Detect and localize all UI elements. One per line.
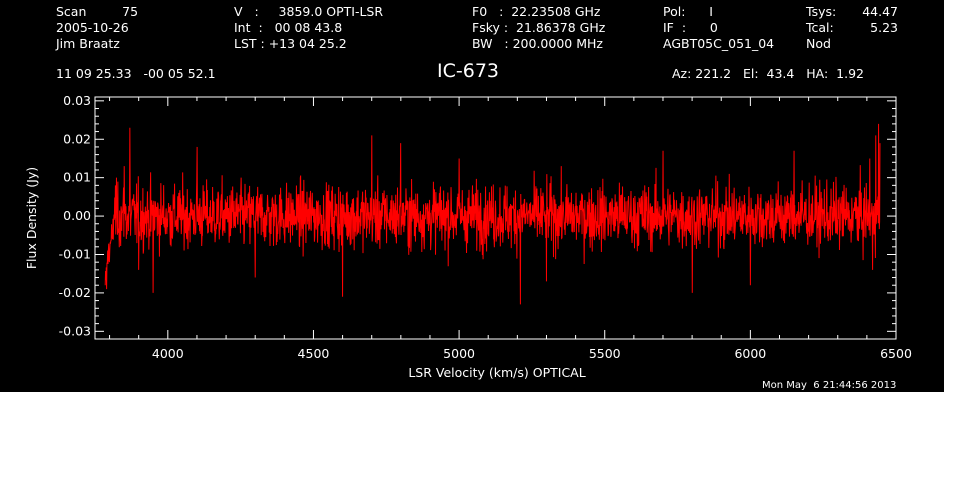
x-axis-title: LSR Velocity (km/s) OPTICAL bbox=[408, 365, 585, 380]
header-lst: LST : +13 04 25.2 bbox=[234, 36, 347, 51]
source-name: IC-673 bbox=[437, 60, 499, 82]
header-mode: Nod bbox=[806, 36, 831, 51]
x-tick-label: 5500 bbox=[589, 346, 621, 361]
x-tick-label: 4500 bbox=[298, 346, 330, 361]
header-bw: BW : 200.0000 MHz bbox=[472, 36, 603, 51]
spectrum-line bbox=[104, 123, 881, 305]
x-axis: 4000 4500 5000 5500 6000 6500 bbox=[109, 97, 912, 361]
plot-panel: Scan 75 2005-10-26 Jim Braatz V : 3859.0… bbox=[0, 0, 944, 392]
header-tsys-label: Tsys: bbox=[806, 4, 837, 19]
y-tick-label: -0.02 bbox=[59, 285, 91, 300]
y-tick-label: -0.01 bbox=[59, 246, 91, 261]
x-tick-label: 5000 bbox=[443, 346, 475, 361]
header-integration: Int : 00 08 43.8 bbox=[234, 20, 343, 35]
header-coordinates: 11 09 25.33 -00 05 52.1 bbox=[56, 66, 216, 81]
header-az-el-ha: Az: 221.2 El: 43.4 HA: 1.92 bbox=[672, 66, 865, 81]
x-tick-label: 6000 bbox=[734, 346, 766, 361]
header-fsky: Fsky : 21.86378 GHz bbox=[472, 20, 606, 35]
y-tick-label: 0.00 bbox=[63, 208, 91, 223]
header-tcal-label: Tcal: bbox=[806, 20, 834, 35]
header-if: IF : 0 bbox=[663, 20, 718, 35]
y-tick-label: 0.03 bbox=[63, 93, 91, 108]
spectrum-plot: 4000 4500 5000 5500 6000 6500 -0.03 -0.02 -0.01… bbox=[24, 93, 912, 380]
y-axis-title: Flux Density (Jy) bbox=[24, 167, 39, 269]
header-tcal-value: 5.23 bbox=[870, 20, 898, 35]
spectrum-trace bbox=[104, 123, 881, 305]
header-project: AGBT05C_051_04 bbox=[663, 36, 775, 51]
plot-frame bbox=[94, 96, 897, 340]
header-velocity: V : 3859.0 OPTI-LSR bbox=[234, 4, 384, 19]
y-tick-label: 0.01 bbox=[63, 170, 91, 185]
x-tick-label: 6500 bbox=[880, 346, 912, 361]
x-tick-label: 4000 bbox=[152, 346, 184, 361]
header-f0: F0 : 22.23508 GHz bbox=[472, 4, 601, 19]
y-axis: -0.03 -0.02 -0.01 0.00 0.01 0.02 0.03 bbox=[59, 93, 896, 340]
header-tsys-value: 44.47 bbox=[862, 4, 898, 19]
header-observer: Jim Braatz bbox=[56, 36, 120, 51]
header-pol: Pol: I bbox=[663, 4, 713, 19]
plot-timestamp: Mon May 6 21:44:56 2013 bbox=[762, 380, 897, 391]
header-date: 2005-10-26 bbox=[56, 20, 129, 35]
header-scan: Scan 75 bbox=[56, 4, 139, 19]
y-tick-label: 0.02 bbox=[63, 131, 91, 146]
y-tick-label: -0.03 bbox=[59, 323, 91, 338]
